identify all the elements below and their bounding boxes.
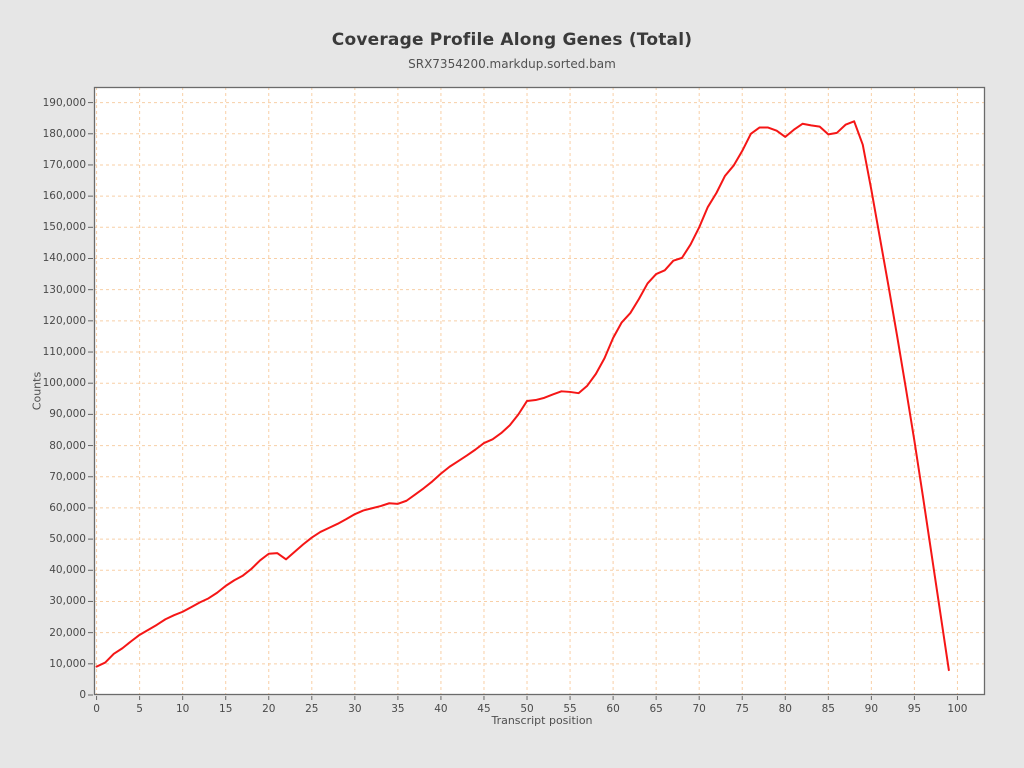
- x-axis-title: Transcript position: [491, 714, 593, 727]
- y-tick-label: 190,000: [42, 96, 86, 109]
- y-tick-label: 40,000: [49, 564, 86, 577]
- x-tick-label: 75: [735, 703, 749, 715]
- y-tick-label: 0: [79, 689, 86, 701]
- x-tick-label: 60: [606, 703, 620, 715]
- y-tick-label: 100,000: [42, 377, 86, 390]
- coverage-line-series: [95, 120, 950, 672]
- y-tick-label: 30,000: [49, 595, 86, 608]
- y-tick-label: 180,000: [42, 127, 86, 140]
- y-tick-label: 140,000: [42, 252, 86, 265]
- y-tick-label: 130,000: [42, 283, 86, 296]
- chart-subtitle: SRX7354200.markdup.sorted.bam: [408, 57, 616, 71]
- y-tick-label: 150,000: [42, 221, 86, 234]
- x-tick-label: 10: [175, 703, 190, 715]
- x-tick-label: 25: [305, 703, 319, 715]
- x-tick-label: 40: [434, 703, 448, 715]
- x-tick-label: 50: [520, 703, 534, 715]
- plot-border: [93, 86, 986, 696]
- y-tick-label: 10,000: [49, 657, 86, 670]
- x-tick-label: 70: [692, 703, 706, 715]
- y-tick-label: 160,000: [42, 190, 86, 203]
- x-tick-label: 15: [219, 703, 233, 715]
- chart-title: Coverage Profile Along Genes (Total): [331, 30, 693, 50]
- y-tick-label: 170,000: [42, 158, 86, 171]
- x-tick-label: 80: [778, 703, 792, 715]
- x-tick-label: 0: [93, 703, 100, 715]
- y-tick-label: 120,000: [42, 314, 86, 327]
- x-tick-label: 5: [136, 703, 143, 715]
- x-tick-label: 35: [391, 703, 405, 715]
- y-tick-label: 70,000: [49, 470, 86, 483]
- y-tick-label: 20,000: [49, 626, 86, 639]
- plot-background: [94, 87, 985, 695]
- y-tick-label: 60,000: [49, 501, 86, 514]
- x-tick-label: 100: [947, 703, 968, 715]
- x-tick-label: 55: [563, 703, 577, 715]
- x-tick-label: 20: [262, 703, 276, 715]
- y-tick-label: 90,000: [49, 408, 86, 421]
- y-axis-title: Counts: [30, 371, 44, 411]
- x-tick-label: 85: [821, 703, 835, 715]
- x-tick-label: 95: [907, 703, 922, 715]
- x-tick-label: 45: [477, 703, 491, 715]
- y-tick-label: 110,000: [42, 346, 86, 359]
- x-tick-label: 90: [864, 703, 879, 715]
- x-tick-label: 65: [649, 703, 663, 715]
- x-tick-label: 30: [348, 703, 362, 715]
- y-tick-label: 80,000: [49, 439, 86, 452]
- y-tick-label: 50,000: [49, 533, 86, 546]
